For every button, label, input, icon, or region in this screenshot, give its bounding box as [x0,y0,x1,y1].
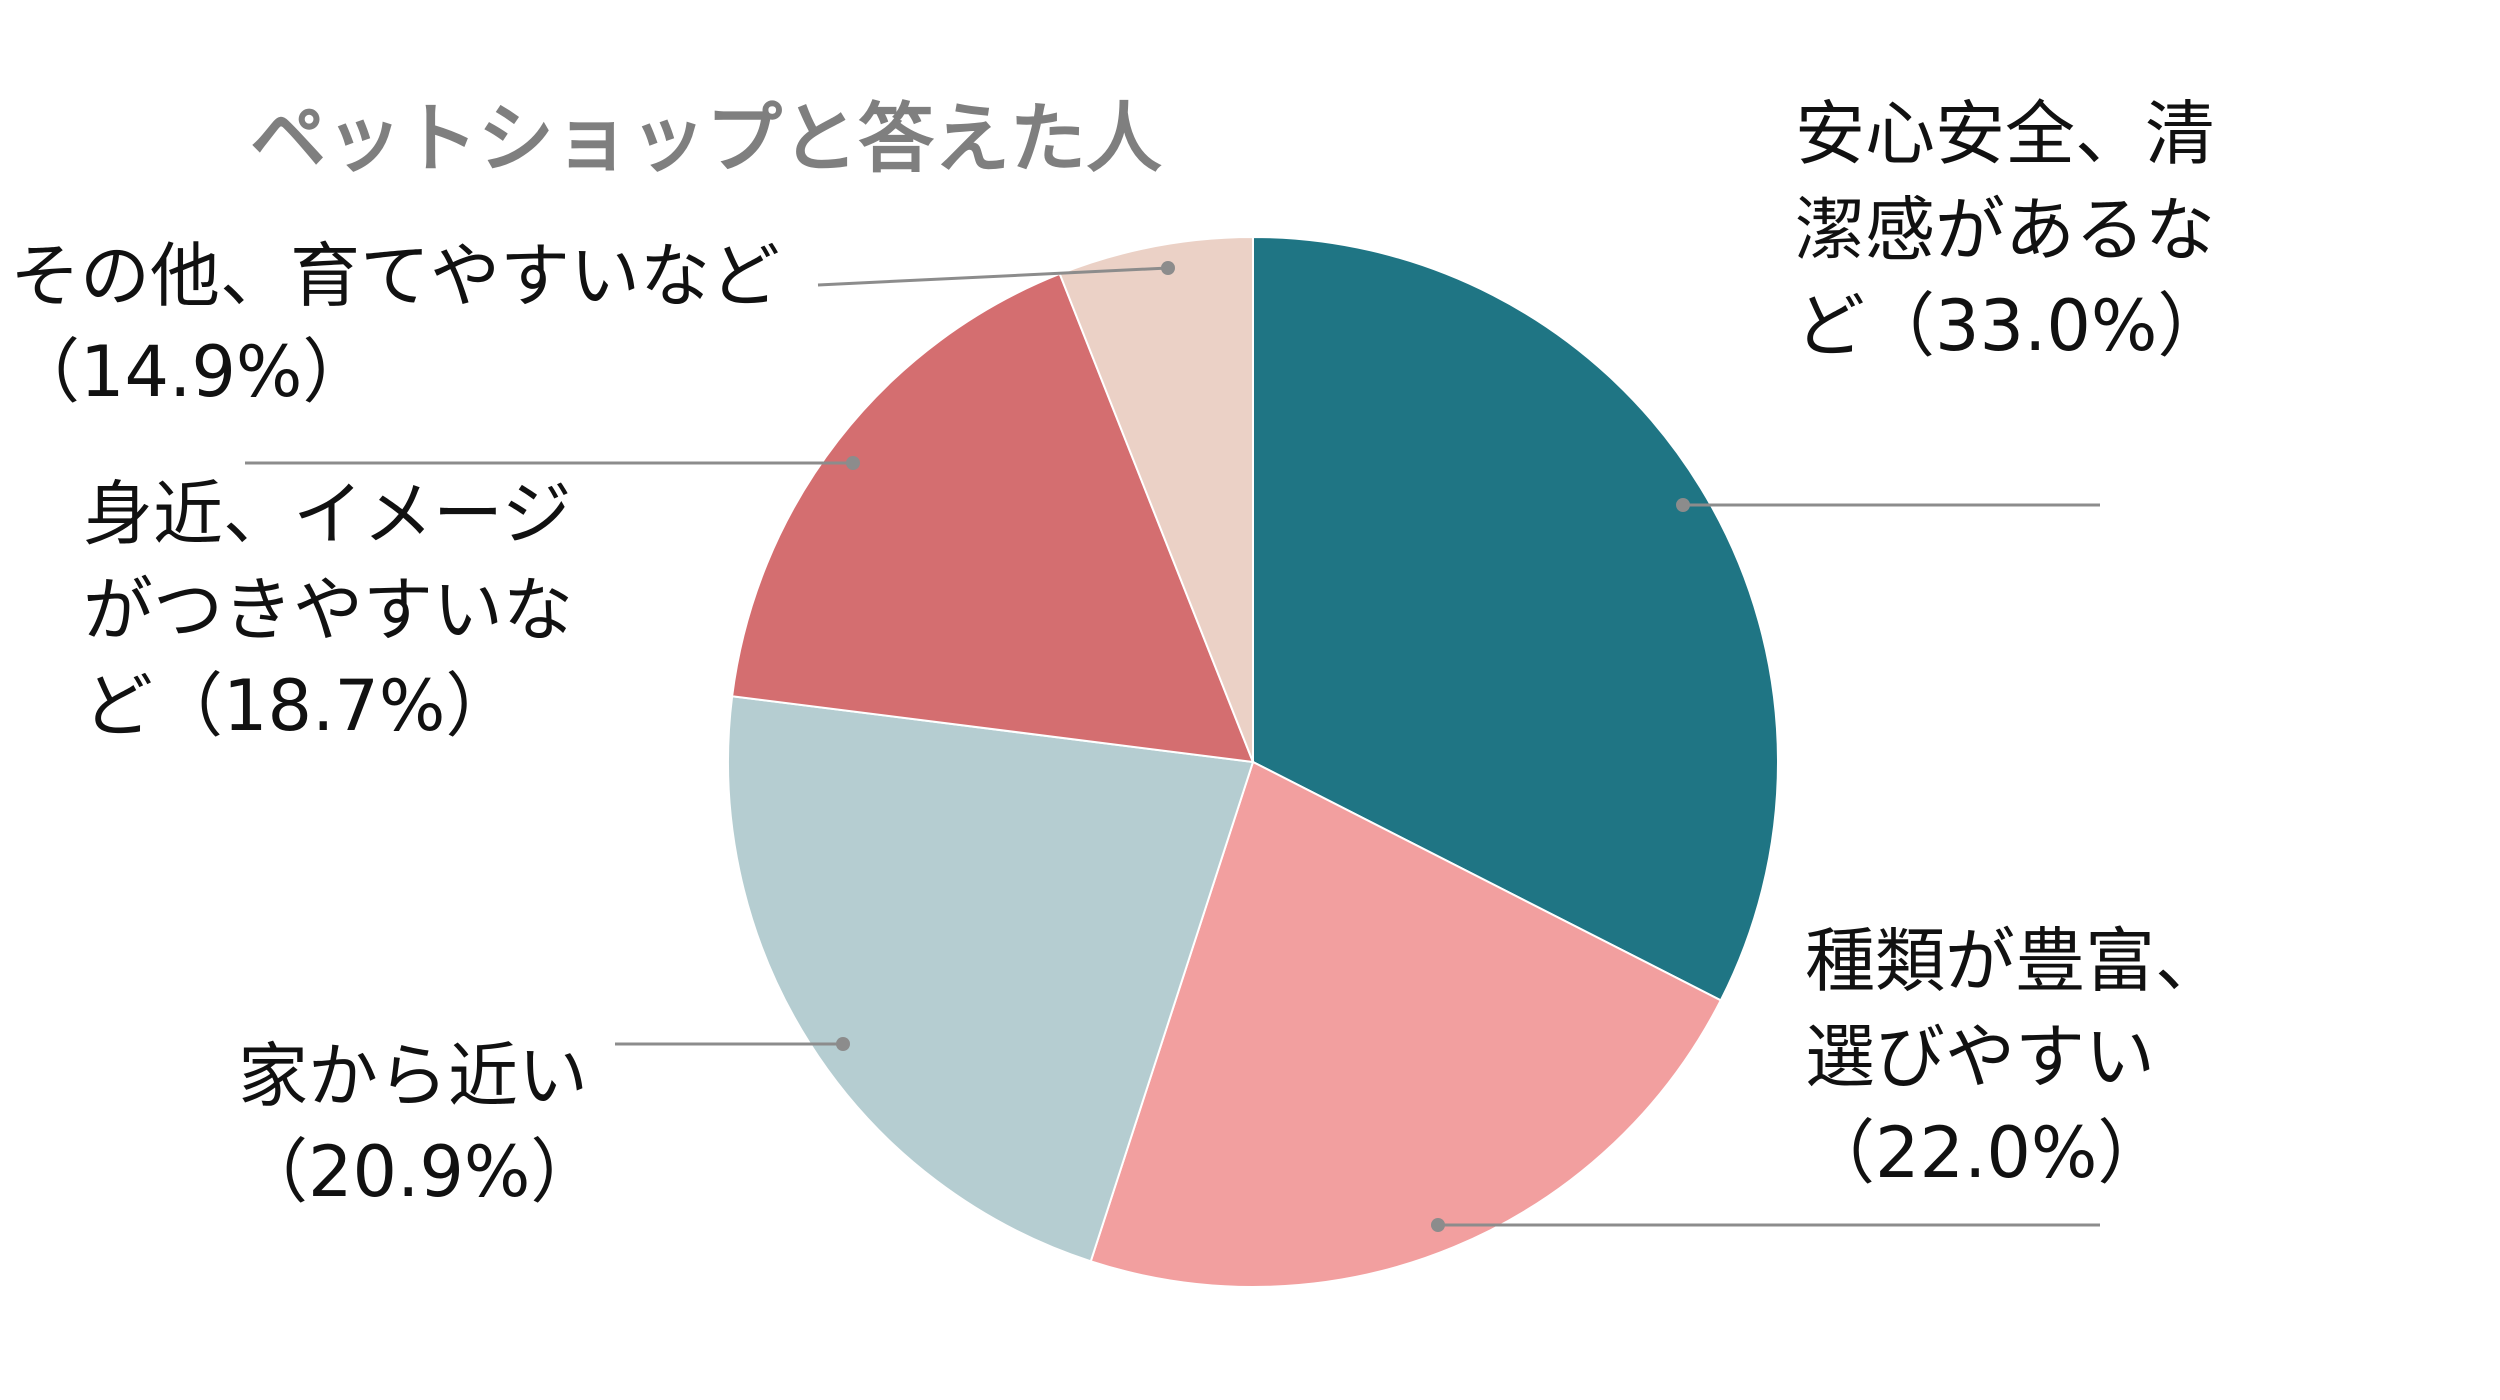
slice-label-line: 潔感があるな [1795,189,2215,271]
pie-slices [727,235,1779,1288]
label-leaders [245,261,2100,1232]
slice-label-line: 種類が豊富、 [1805,920,2225,1002]
slice-label-line: その他、育てやすいなど [10,235,780,317]
slice-label-line: ど（33.0%） [1795,285,2227,367]
slice-label-5: その他、育てやすいなど （14.9%） [10,235,780,413]
leader-dot-5 [1161,261,1175,275]
leader-dot-2 [1431,1218,1445,1232]
slice-label-line: がつきやすいな [83,569,573,651]
slice-label-3: 家から近い （20.9%） [238,1035,600,1213]
slice-label-line: 身近、イメージ [83,473,572,555]
pie-slice-5 [1058,235,1254,763]
slice-label-line: ど（18.7%） [83,665,515,747]
slice-label-line: 選びやすい [1805,1016,2155,1098]
slice-labels: 安心安全、清潔感があるなど（33.0%） 種類が豊富、選びやすい （22.0%） 家か… [10,93,2227,1213]
chart-title: ペットショップと答えた人 [250,94,1162,183]
leader-line-5 [817,266,1169,287]
slice-label-4: 身近、イメージがつきやすいなど（18.7%） [83,473,573,747]
slice-label-line: （20.9%） [238,1131,600,1213]
pie-slice-4 [731,272,1255,764]
slice-label-line: 安心安全、清 [1795,93,2215,175]
leader-dot-4 [846,456,860,470]
pie-slice-2 [1089,760,1723,1288]
slice-label-line: （14.9%） [10,331,372,413]
leader-dot-1 [1676,498,1690,512]
slice-label-line: （22.0%） [1805,1112,2167,1194]
slice-label-2: 種類が豊富、選びやすい （22.0%） [1805,920,2225,1194]
pie-slice-1 [1252,235,1779,1002]
leader-dot-3 [836,1037,850,1051]
slice-label-line: 家から近い [238,1035,588,1117]
slice-label-1: 安心安全、清潔感があるなど（33.0%） [1795,93,2227,367]
